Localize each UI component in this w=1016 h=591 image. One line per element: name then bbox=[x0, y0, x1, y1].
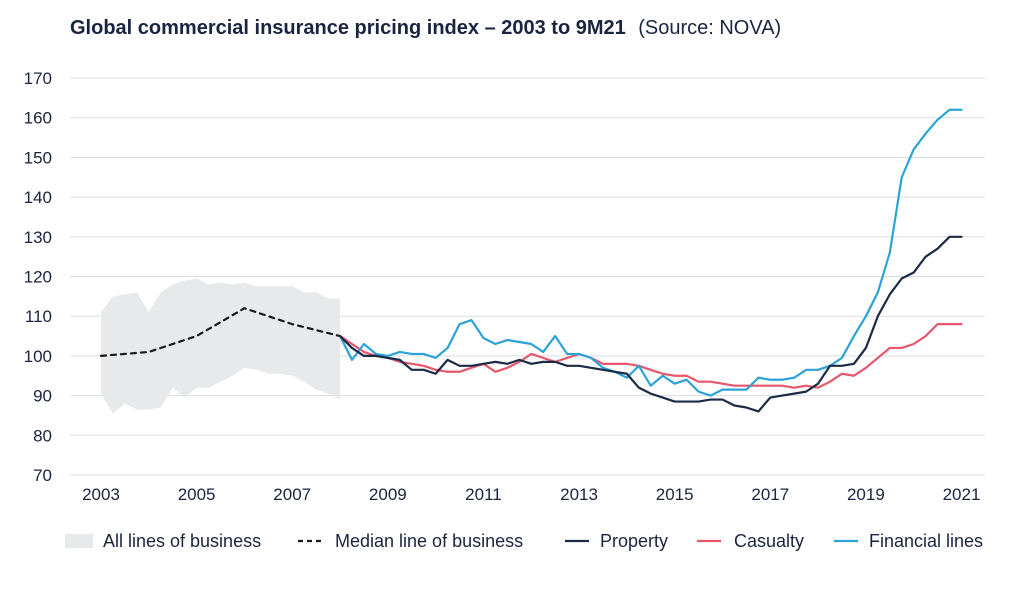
y-tick-label: 100 bbox=[24, 347, 52, 366]
y-tick-label: 150 bbox=[24, 148, 52, 167]
y-tick-label: 110 bbox=[25, 307, 52, 326]
y-tick-label: 170 bbox=[24, 69, 52, 88]
x-tick-label: 2015 bbox=[656, 485, 694, 504]
x-tick-label: 2013 bbox=[560, 485, 598, 504]
property-line bbox=[338, 235, 963, 413]
y-tick-label: 160 bbox=[24, 109, 52, 128]
gridlines bbox=[70, 77, 985, 476]
x-tick-label: 2017 bbox=[751, 485, 789, 504]
legend-item-median: Median line of business bbox=[298, 531, 523, 551]
legend-label: Financial lines bbox=[869, 531, 983, 551]
y-tick-label: 90 bbox=[33, 387, 52, 406]
x-tick-label: 2011 bbox=[465, 485, 502, 504]
legend-swatch-band bbox=[65, 534, 93, 548]
legend-item-band: All lines of business bbox=[65, 531, 261, 551]
legend-item-casualty: Casualty bbox=[697, 531, 804, 551]
chart-subtitle: (Source: NOVA) bbox=[638, 17, 781, 39]
svg-text:Global commercial insurance pr: Global commercial insurance pricing inde… bbox=[70, 17, 781, 39]
x-tick-label: 2019 bbox=[847, 485, 885, 504]
plot-area bbox=[99, 108, 963, 414]
x-tick-label: 2003 bbox=[82, 485, 120, 504]
y-axis: 70 80 90 100 110 120 130 140 150 160 170 bbox=[24, 69, 52, 485]
legend-label: Property bbox=[600, 531, 668, 551]
x-tick-label: 2021 bbox=[943, 485, 981, 504]
legend-item-property: Property bbox=[565, 531, 668, 551]
legend-label: Median line of business bbox=[335, 531, 523, 551]
x-axis: 2003 2005 2007 2009 2011 2013 2015 2017 2019 2021 bbox=[82, 485, 980, 504]
all-lines-band bbox=[101, 278, 341, 414]
median-line bbox=[99, 307, 342, 357]
legend: All lines of business Median line of busi… bbox=[65, 531, 983, 551]
y-tick-label: 70 bbox=[33, 466, 52, 485]
y-tick-label: 130 bbox=[24, 228, 52, 247]
chart-title: Global commercial insurance pricing inde… bbox=[70, 17, 626, 39]
y-tick-label: 120 bbox=[24, 268, 52, 287]
x-tick-label: 2005 bbox=[178, 485, 216, 504]
casualty-line bbox=[338, 323, 963, 389]
legend-label: Casualty bbox=[734, 531, 804, 551]
legend-item-financial: Financial lines bbox=[834, 531, 983, 551]
financial-lines-line bbox=[338, 108, 963, 397]
legend-label: All lines of business bbox=[103, 531, 261, 551]
x-tick-label: 2009 bbox=[369, 485, 407, 504]
y-tick-label: 140 bbox=[24, 188, 52, 207]
x-tick-label: 2007 bbox=[273, 485, 311, 504]
y-tick-label: 80 bbox=[33, 426, 52, 445]
